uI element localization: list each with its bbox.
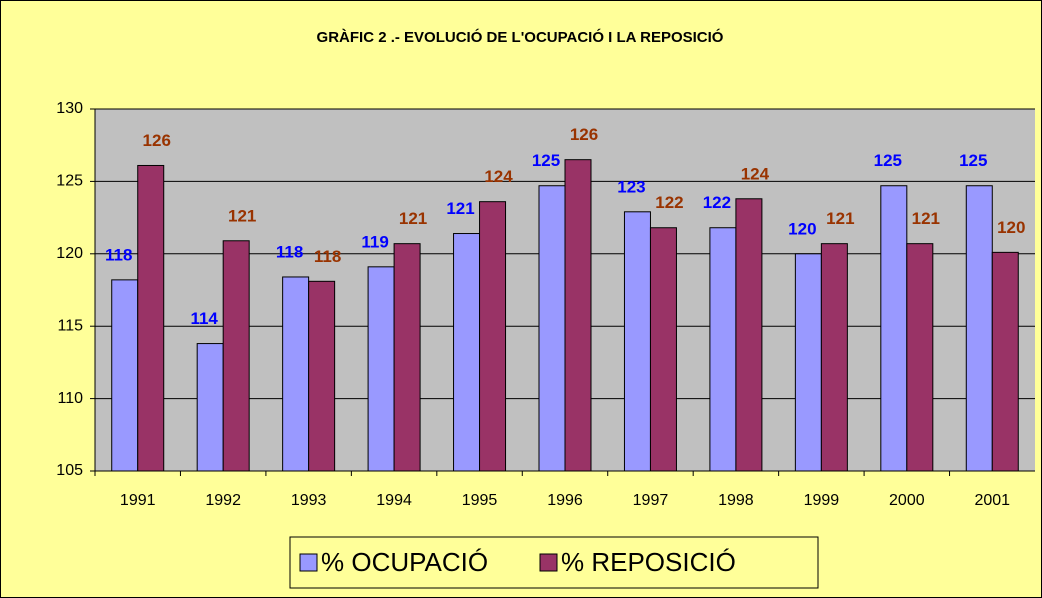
value-label: 122: [703, 193, 731, 212]
x-tick-label: 1992: [205, 492, 241, 509]
x-tick-label: 1999: [804, 492, 840, 509]
x-tick-label: 1993: [291, 492, 327, 509]
value-label: 120: [997, 218, 1025, 237]
bar: [649, 227, 677, 472]
y-tick-label: 120: [56, 245, 83, 262]
x-tick-label: 2001: [974, 492, 1010, 509]
bar: [735, 198, 763, 472]
y-tick-label: 115: [57, 317, 83, 334]
bar: [111, 279, 139, 472]
value-label: 118: [276, 242, 303, 261]
legend-swatch: [299, 553, 318, 572]
y-tick-label: 105: [56, 462, 83, 479]
value-label: 121: [912, 209, 940, 228]
bar: [709, 227, 737, 472]
value-label: 125: [959, 151, 987, 170]
bar: [623, 211, 651, 472]
value-label: 126: [570, 125, 598, 144]
bar: [479, 201, 507, 472]
value-label: 122: [655, 193, 683, 212]
value-label: 125: [874, 151, 902, 170]
y-tick-label: 110: [57, 390, 83, 407]
bar: [222, 240, 250, 472]
legend-swatch: [539, 553, 558, 572]
bar: [965, 185, 993, 472]
bar: [991, 251, 1019, 472]
x-tick-label: 1995: [462, 492, 498, 509]
value-label: 121: [446, 199, 474, 218]
value-label: 118: [105, 245, 132, 264]
x-tick-label: 2000: [889, 492, 925, 509]
bar: [564, 159, 592, 472]
bar: [538, 185, 566, 472]
value-label: 121: [399, 209, 427, 228]
value-label: 123: [617, 177, 645, 196]
legend-label: % OCUPACIÓ: [321, 547, 488, 577]
x-tick-label: 1998: [718, 492, 754, 509]
bar: [880, 185, 908, 472]
x-tick-label: 1991: [120, 492, 156, 509]
value-label: 124: [741, 164, 770, 183]
value-label: 126: [143, 131, 171, 150]
value-label: 114: [190, 309, 218, 328]
bar: [453, 233, 481, 472]
bar: [820, 243, 848, 472]
value-label: 119: [361, 232, 388, 251]
bar: [906, 243, 934, 472]
bar: [137, 164, 165, 472]
bar: [308, 280, 336, 472]
bar: [794, 253, 822, 472]
value-label: 120: [788, 219, 816, 238]
x-tick-label: 1994: [376, 492, 412, 509]
value-label: 118: [314, 247, 341, 266]
bar: [393, 243, 421, 472]
chart-title: GRÀFIC 2 .- EVOLUCIÓ DE L'OCUPACIÓ I LA …: [317, 28, 724, 46]
bar: [367, 266, 395, 472]
value-label: 125: [532, 151, 560, 170]
bar: [282, 276, 310, 472]
legend-label: % REPOSICIÓ: [561, 547, 736, 577]
y-tick-label: 130: [56, 100, 83, 117]
value-label: 121: [826, 209, 854, 228]
x-tick-label: 1997: [633, 492, 669, 509]
value-label: 124: [484, 167, 513, 186]
x-tick-label: 1996: [547, 492, 583, 509]
y-tick-label: 125: [56, 173, 83, 190]
value-label: 121: [228, 206, 256, 225]
bar: [196, 343, 224, 472]
